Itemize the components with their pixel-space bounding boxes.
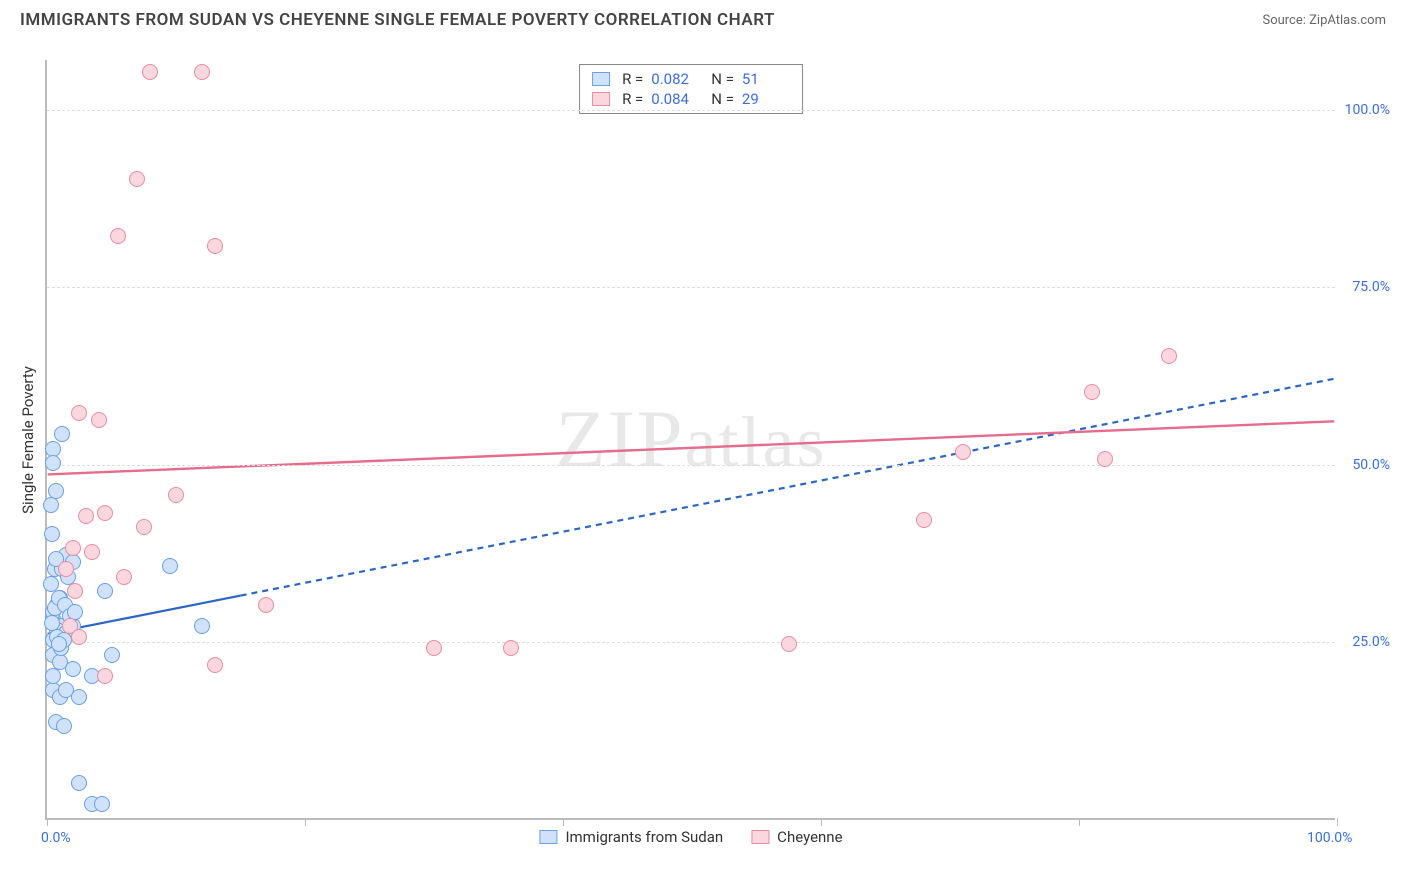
scatter-point: [43, 497, 59, 513]
stat-n-blue: 51: [742, 70, 790, 88]
x-tick: [821, 818, 822, 826]
gridline-h: [47, 465, 1335, 466]
scatter-point: [142, 64, 158, 80]
legend-series: Immigrants from Sudan Cheyenne: [539, 828, 842, 846]
x-tick: [1079, 818, 1080, 826]
scatter-point: [194, 618, 210, 634]
scatter-point: [65, 661, 81, 677]
watermark: ZIPatlas: [556, 392, 827, 486]
legend-stats: R = 0.082 N = 51 R = 0.084 N = 29: [579, 64, 803, 114]
legend-item-blue: Immigrants from Sudan: [539, 828, 723, 846]
scatter-point: [51, 636, 67, 652]
scatter-point: [104, 647, 120, 663]
x-tick: [563, 818, 564, 826]
scatter-point: [94, 796, 110, 812]
stat-n-pink: 29: [742, 90, 790, 108]
legend-swatch-pink: [592, 92, 610, 106]
scatter-point: [1084, 384, 1100, 400]
stat-r-pink: 0.084: [651, 90, 699, 108]
scatter-point: [116, 569, 132, 585]
scatter-point: [67, 583, 83, 599]
y-tick-label: 50.0%: [1352, 457, 1390, 473]
chart-title: IMMIGRANTS FROM SUDAN VS CHEYENNE SINGLE…: [20, 10, 775, 30]
stat-label-n: N =: [711, 90, 734, 108]
x-tick: [1337, 818, 1338, 826]
y-axis-title: Single Female Poverty: [19, 366, 37, 514]
scatter-point: [97, 668, 113, 684]
x-tick: [305, 818, 306, 826]
x-tick-label: 100.0%: [1307, 830, 1352, 846]
scatter-point: [110, 228, 126, 244]
source-label: Source: ZipAtlas.com: [1262, 13, 1386, 28]
scatter-point: [955, 444, 971, 460]
scatter-point: [194, 64, 210, 80]
scatter-point: [71, 405, 87, 421]
legend-swatch-pink: [751, 830, 769, 844]
y-tick-label: 75.0%: [1352, 279, 1390, 295]
scatter-point: [44, 615, 60, 631]
scatter-point: [71, 775, 87, 791]
scatter-point: [1097, 451, 1113, 467]
gridline-h: [47, 642, 1335, 643]
scatter-point: [162, 558, 178, 574]
scatter-point: [1161, 348, 1177, 364]
scatter-point: [97, 505, 113, 521]
x-tick: [47, 818, 48, 826]
stat-label-r: R =: [622, 90, 643, 108]
scatter-point: [781, 636, 797, 652]
scatter-point: [54, 426, 70, 442]
scatter-point: [58, 561, 74, 577]
scatter-point: [45, 455, 61, 471]
scatter-point: [45, 668, 61, 684]
legend-swatch-blue: [539, 830, 557, 844]
scatter-point: [78, 508, 94, 524]
scatter-point: [97, 583, 113, 599]
legend-swatch-blue: [592, 72, 610, 86]
scatter-point: [426, 640, 442, 656]
scatter-point: [168, 487, 184, 503]
scatter-point: [71, 629, 87, 645]
stat-r-blue: 0.082: [651, 70, 699, 88]
x-tick-label: 0.0%: [41, 830, 71, 846]
scatter-point: [503, 640, 519, 656]
scatter-point: [136, 519, 152, 535]
legend-item-pink: Cheyenne: [751, 828, 842, 846]
chart-plot-area: ZIPatlas R = 0.082 N = 51 R = 0.084 N = …: [45, 60, 1335, 820]
legend-stats-row: R = 0.082 N = 51: [592, 69, 790, 89]
scatter-point: [44, 526, 60, 542]
scatter-point: [916, 512, 932, 528]
scatter-point: [129, 171, 145, 187]
y-tick-label: 25.0%: [1352, 634, 1390, 650]
scatter-point: [71, 689, 87, 705]
gridline-h: [47, 110, 1335, 111]
scatter-point: [207, 238, 223, 254]
scatter-point: [43, 576, 59, 592]
legend-label-blue: Immigrants from Sudan: [565, 828, 723, 846]
scatter-point: [91, 412, 107, 428]
scatter-point: [258, 597, 274, 613]
y-tick-label: 100.0%: [1345, 102, 1390, 118]
scatter-point: [65, 540, 81, 556]
scatter-point: [56, 718, 72, 734]
stat-label-r: R =: [622, 70, 643, 88]
gridline-h: [47, 287, 1335, 288]
stat-label-n: N =: [711, 70, 734, 88]
legend-stats-row: R = 0.084 N = 29: [592, 89, 790, 109]
trend-lines: [47, 60, 1335, 818]
legend-label-pink: Cheyenne: [777, 828, 842, 846]
scatter-point: [84, 544, 100, 560]
scatter-point: [207, 657, 223, 673]
